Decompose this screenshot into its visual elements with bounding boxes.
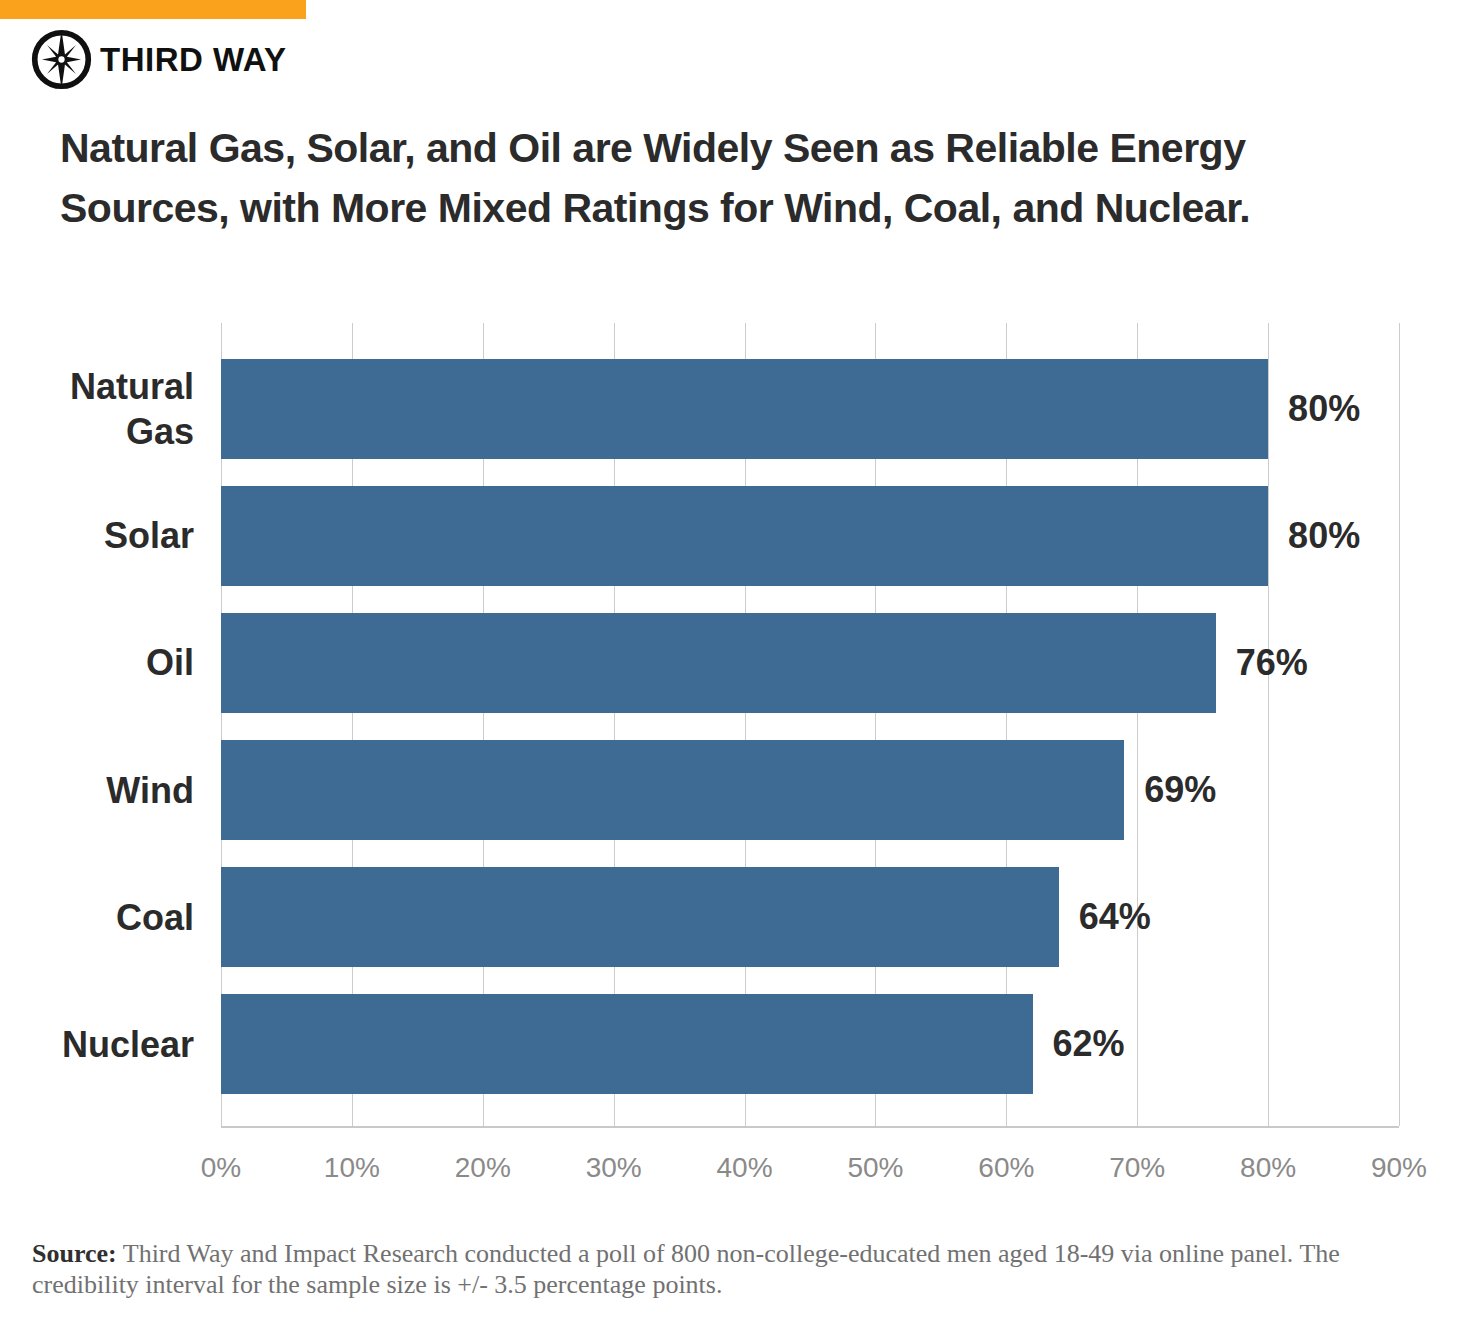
x-tick-label: 40%	[717, 1152, 773, 1184]
x-tick-label: 70%	[1109, 1152, 1165, 1184]
value-label: 62%	[1053, 1023, 1125, 1065]
source-label: Source:	[32, 1239, 117, 1268]
compass-star-icon	[30, 28, 93, 91]
chart-row: Nuclear62%	[221, 981, 1399, 1108]
category-label: Natural Gas	[9, 364, 194, 454]
logo-wordmark: THIRD WAY	[100, 41, 287, 79]
chart-row: Natural Gas80%	[221, 345, 1399, 472]
bar	[221, 486, 1268, 586]
category-label: Solar	[9, 513, 194, 558]
accent-banner	[0, 0, 306, 19]
chart-row: Solar80%	[221, 472, 1399, 599]
bar	[221, 359, 1268, 459]
page-title-line-2: Sources, with More Mixed Ratings for Win…	[60, 178, 1460, 238]
category-label: Coal	[9, 895, 194, 940]
chart-rows: Natural Gas80%Solar80%Oil76%Wind69%Coal6…	[221, 323, 1399, 1126]
x-tick-label: 60%	[978, 1152, 1034, 1184]
bar	[221, 740, 1124, 840]
x-axis-tick-labels: 0%10%20%30%40%50%60%70%80%90%	[221, 1152, 1399, 1186]
bar	[221, 994, 1033, 1094]
x-tick-label: 90%	[1371, 1152, 1427, 1184]
page-title-line-1: Natural Gas, Solar, and Oil are Widely S…	[60, 118, 1460, 178]
category-label: Wind	[9, 768, 194, 813]
chart-row: Coal64%	[221, 854, 1399, 981]
bar-chart: Natural Gas80%Solar80%Oil76%Wind69%Coal6…	[221, 323, 1399, 1128]
x-tick-label: 10%	[324, 1152, 380, 1184]
chart-row: Wind69%	[221, 727, 1399, 854]
value-label: 69%	[1144, 769, 1216, 811]
value-label: 64%	[1079, 896, 1151, 938]
chart-row: Oil76%	[221, 599, 1399, 726]
category-label: Nuclear	[9, 1022, 194, 1067]
bar	[221, 867, 1059, 967]
x-tick-label: 0%	[201, 1152, 241, 1184]
x-tick-label: 30%	[586, 1152, 642, 1184]
x-tick-label: 80%	[1240, 1152, 1296, 1184]
bar	[221, 613, 1216, 713]
gridline	[1399, 323, 1400, 1126]
third-way-logo: THIRD WAY	[30, 28, 287, 91]
page-title: Natural Gas, Solar, and Oil are Widely S…	[60, 118, 1460, 238]
x-tick-label: 20%	[455, 1152, 511, 1184]
source-text: Third Way and Impact Research conducted …	[32, 1239, 1340, 1299]
category-label: Oil	[9, 640, 194, 685]
source-note: Source: Third Way and Impact Research co…	[32, 1238, 1412, 1300]
x-tick-label: 50%	[847, 1152, 903, 1184]
value-label: 76%	[1236, 642, 1308, 684]
value-label: 80%	[1288, 388, 1360, 430]
value-label: 80%	[1288, 515, 1360, 557]
